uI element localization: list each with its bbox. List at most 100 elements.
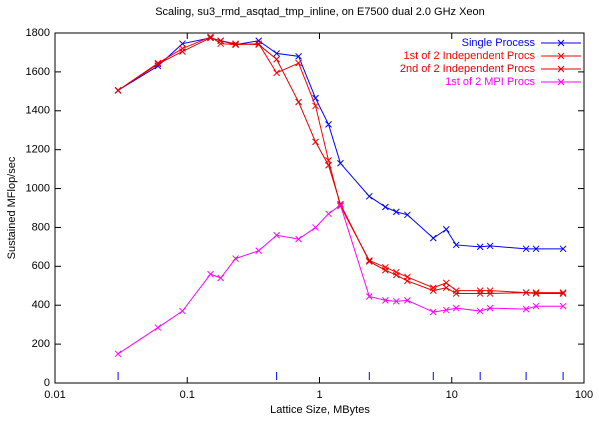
- point: [442, 306, 450, 314]
- point: [522, 305, 530, 313]
- point: [532, 302, 540, 310]
- point: [429, 308, 437, 316]
- point: [207, 270, 214, 278]
- y-tick-label: 600: [32, 260, 50, 272]
- point: [392, 208, 400, 216]
- point: [382, 266, 389, 274]
- legend-label: Single Process: [462, 37, 536, 49]
- point: [273, 231, 280, 239]
- y-tick-label: 1600: [26, 66, 50, 78]
- point: [295, 98, 302, 106]
- point: [486, 287, 494, 294]
- point: [179, 40, 186, 48]
- legend-label: 2nd of 2 Independent Procs: [400, 63, 536, 75]
- x-tick-label: 10: [446, 389, 458, 401]
- point: [476, 307, 484, 315]
- point: [325, 161, 332, 169]
- point: [179, 48, 186, 55]
- point: [232, 41, 239, 49]
- point: [365, 258, 373, 265]
- point: [154, 60, 162, 68]
- x-axis-label: Lattice Size, MBytes: [270, 404, 370, 416]
- point: [404, 297, 411, 304]
- point: [217, 40, 225, 48]
- point: [232, 255, 239, 262]
- point: [255, 247, 263, 255]
- point: [559, 302, 567, 310]
- point: [312, 102, 319, 110]
- point: [154, 324, 162, 331]
- point: [559, 245, 567, 253]
- legend-label: 1st of 2 Independent Procs: [404, 50, 536, 62]
- point: [325, 210, 332, 218]
- y-tick-label: 0: [44, 377, 50, 389]
- point: [532, 290, 540, 297]
- point: [273, 69, 280, 77]
- point: [476, 287, 484, 294]
- point: [486, 304, 494, 312]
- point: [337, 201, 344, 209]
- y-tick-label: 800: [32, 221, 50, 233]
- point: [392, 297, 400, 305]
- point: [429, 234, 437, 242]
- point: [382, 297, 389, 304]
- point: [452, 290, 460, 297]
- y-tick-label: 400: [32, 299, 50, 311]
- point: [486, 242, 494, 250]
- point: [476, 290, 484, 297]
- point: [452, 241, 460, 249]
- point: [532, 289, 540, 296]
- point: [325, 121, 332, 128]
- y-tick-label: 1800: [26, 27, 50, 39]
- y-axis-label: Sustained MFlop/sec: [6, 156, 18, 259]
- chart-title: Scaling, su3_rmd_asqtad_tmp_inline, on E…: [155, 6, 485, 18]
- y-tick-label: 1000: [26, 182, 50, 194]
- legend-marker: [557, 78, 565, 86]
- point: [442, 279, 450, 287]
- point: [114, 87, 122, 94]
- point: [429, 287, 437, 294]
- point: [404, 211, 411, 219]
- point: [295, 59, 302, 67]
- point: [392, 271, 400, 279]
- point: [273, 50, 280, 57]
- point: [217, 274, 225, 282]
- point: [207, 34, 214, 42]
- point: [365, 293, 373, 300]
- point: [295, 52, 302, 60]
- point: [365, 192, 373, 200]
- point: [476, 243, 484, 251]
- point: [559, 289, 567, 296]
- point: [522, 289, 530, 296]
- x-tick-label: 0.01: [44, 389, 65, 401]
- point: [295, 235, 302, 243]
- y-tick-label: 200: [32, 338, 50, 350]
- point: [232, 40, 239, 48]
- legend-marker: [557, 65, 565, 73]
- legend-label: 1st of 2 MPI Procs: [445, 76, 535, 88]
- point: [452, 304, 460, 312]
- point: [486, 290, 494, 297]
- legend-marker: [557, 39, 565, 47]
- point: [442, 284, 450, 292]
- legend-marker: [557, 52, 565, 60]
- point: [312, 138, 319, 146]
- point: [404, 277, 411, 285]
- series-line: [117, 37, 564, 295]
- point: [114, 350, 122, 358]
- point: [312, 224, 319, 231]
- point: [382, 203, 389, 211]
- point: [217, 37, 225, 45]
- y-tick-label: 1400: [26, 105, 50, 117]
- point: [273, 55, 280, 63]
- x-tick-label: 100: [575, 389, 593, 401]
- point: [255, 41, 263, 49]
- x-tick-label: 0.1: [180, 389, 195, 401]
- point: [532, 245, 540, 253]
- point: [442, 226, 450, 233]
- series-line: [117, 204, 564, 355]
- point: [179, 307, 186, 315]
- x-tick-label: 1: [316, 389, 322, 401]
- point: [337, 159, 344, 167]
